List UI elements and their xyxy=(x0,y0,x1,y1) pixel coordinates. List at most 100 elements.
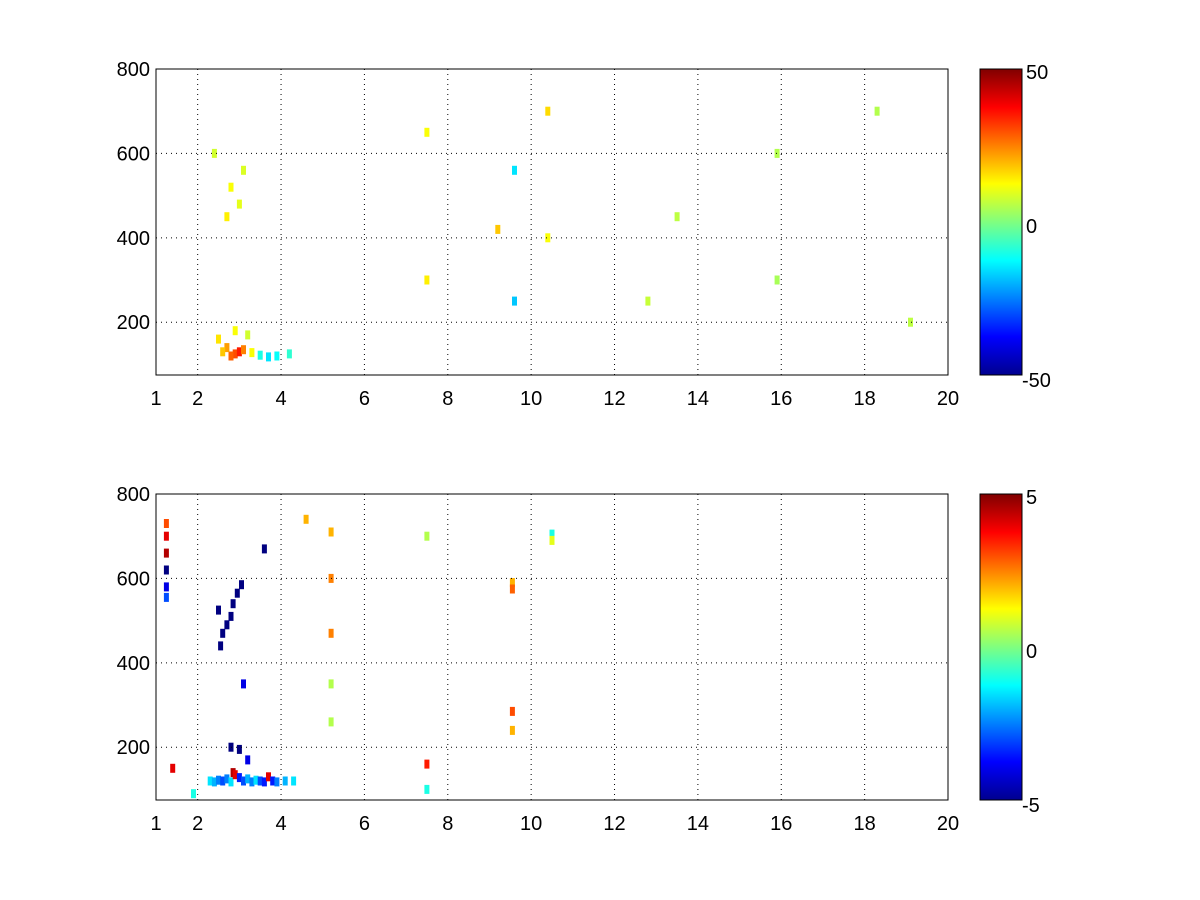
panel-2-cell xyxy=(509,725,515,735)
panel-1-cell xyxy=(874,106,880,116)
panel-1-grid xyxy=(156,69,948,375)
panel-1-cell xyxy=(512,165,517,175)
panel-2-cell xyxy=(236,773,242,783)
panel-2-cell xyxy=(228,777,234,787)
panel-2-x-tick-label: 2 xyxy=(192,813,203,835)
panel-2-axes-frame xyxy=(155,493,949,801)
panel-2-cell xyxy=(261,777,267,787)
panel-2-cell xyxy=(234,588,240,598)
panel-2-cell xyxy=(549,529,555,539)
panel-2-y-ticks: 200 400 600 800 xyxy=(117,484,150,759)
panel-2-cell xyxy=(257,776,263,786)
panel-1-cell xyxy=(266,352,271,362)
panel-2-y-tick-label: 600 xyxy=(117,568,150,590)
panel-1-cell xyxy=(774,275,780,285)
panel-2-x-tick-label: 4 xyxy=(275,813,286,835)
panel-2-y-tick-label: 800 xyxy=(117,484,150,506)
panel-1-x-tick-label: 6 xyxy=(359,388,370,410)
panel-2-x-tick-label: 20 xyxy=(937,813,959,835)
panel-1-y-ticks: 200 400 600 800 xyxy=(117,59,150,334)
panel-1-x-tick-label: 1 xyxy=(150,388,161,410)
panel-2-x-tick-label: 18 xyxy=(854,813,876,835)
panel-2-cell xyxy=(224,774,230,784)
panel-1-cell xyxy=(220,347,226,357)
panel-2-cell xyxy=(328,679,334,689)
panel-1-y-tick-label: 600 xyxy=(117,143,150,165)
panel-1-x-ticks: 1 2 4 6 8 10 12 14 16 18 20 xyxy=(150,388,959,410)
panel-2-x-tick-label: 10 xyxy=(520,813,542,835)
panel-2-cell xyxy=(224,620,230,630)
panel-1-cell xyxy=(236,199,242,209)
panel-1-y-tick-label: 200 xyxy=(117,312,150,334)
panel-1-x-tick-label: 10 xyxy=(520,388,542,410)
panel-2-cell xyxy=(249,777,255,787)
panel-1-cell xyxy=(224,343,230,353)
panel-1-x-tick-label: 14 xyxy=(687,388,709,410)
panel-2-cell xyxy=(328,527,334,537)
panel-1-colorbar: 50 0 -50 xyxy=(979,62,1051,392)
panel-2-cell xyxy=(220,628,226,638)
panel-2-cell xyxy=(230,599,236,609)
panel-1-cell xyxy=(424,127,430,137)
panel-2-cell xyxy=(239,580,244,590)
panel-1-x-tick-label: 12 xyxy=(603,388,625,410)
panel-1-cell xyxy=(512,296,517,306)
panel-2-cell xyxy=(163,565,169,575)
panel-2-cell xyxy=(282,776,288,786)
panel-2-cell xyxy=(211,777,217,787)
panel-2-cell xyxy=(163,531,169,541)
panel-1-x-tick-label: 2 xyxy=(192,388,203,410)
panel-2-cell xyxy=(232,770,238,780)
panel-1-cell xyxy=(257,350,263,360)
panel-2-x-tick-label: 1 xyxy=(150,813,161,835)
panel-2-cell xyxy=(163,582,169,592)
panel-1-cell xyxy=(249,348,255,358)
panel-2-cell xyxy=(163,592,169,602)
panel-1-cell xyxy=(424,275,430,285)
panel-2-cell xyxy=(328,717,334,727)
panel-2-y-tick-label: 400 xyxy=(117,653,150,675)
panel-2-cell xyxy=(228,611,234,621)
panel-2-colorbar-tick-mid: 0 xyxy=(1026,641,1037,663)
panel-2-cell xyxy=(291,776,297,786)
panel-1-x-tick-label: 16 xyxy=(770,388,792,410)
panel-2-cell xyxy=(236,744,242,754)
panel-2-cell xyxy=(191,789,196,799)
panel-2-x-tick-label: 8 xyxy=(442,813,453,835)
panel-2-cell xyxy=(261,544,267,554)
panel-1-x-tick-label: 18 xyxy=(854,388,876,410)
panel-1-colorbar-tick-mid: 0 xyxy=(1026,216,1037,238)
panel-1-cell xyxy=(228,351,234,361)
panel-2-x-tick-label: 16 xyxy=(770,813,792,835)
panel-2-cell xyxy=(509,706,515,716)
panel-2-cell xyxy=(424,784,430,794)
panel-1-y-tick-label: 800 xyxy=(117,59,150,81)
panel-1-cell xyxy=(495,224,501,234)
panel-2-colorbar: 5 0 -5 xyxy=(979,487,1040,817)
panel-2-cell xyxy=(241,776,246,786)
panel-1-cell xyxy=(211,148,217,158)
panel-2-cell xyxy=(218,641,224,651)
panel-2-cell xyxy=(245,774,251,784)
panel-1-cell xyxy=(228,182,234,192)
panel-1-x-tick-label: 4 xyxy=(275,388,286,410)
panel-2-y-tick-label: 200 xyxy=(117,737,150,759)
panel-2-colorbar-tick-min: -5 xyxy=(1022,795,1040,817)
panel-2-cell xyxy=(274,777,280,787)
panel-2-colorbar-gradient xyxy=(979,493,1023,801)
panel-1-cell xyxy=(241,165,246,175)
panel-2-cell xyxy=(241,679,246,689)
panel-2-cell xyxy=(216,775,221,785)
panel-2-x-tick-label: 14 xyxy=(687,813,709,835)
panel-1-cell xyxy=(908,317,913,327)
panel-2-cell xyxy=(163,548,169,558)
panel-1-x-tick-label: 8 xyxy=(442,388,453,410)
panel-2-cell xyxy=(170,763,176,773)
panel-2-grid xyxy=(156,494,948,800)
panel-2-cell xyxy=(303,514,309,524)
panel-1-cell xyxy=(232,326,238,336)
panel-2-plot-area xyxy=(156,494,948,800)
panel-1-cell xyxy=(645,296,651,306)
panel-2-cell xyxy=(509,578,515,588)
